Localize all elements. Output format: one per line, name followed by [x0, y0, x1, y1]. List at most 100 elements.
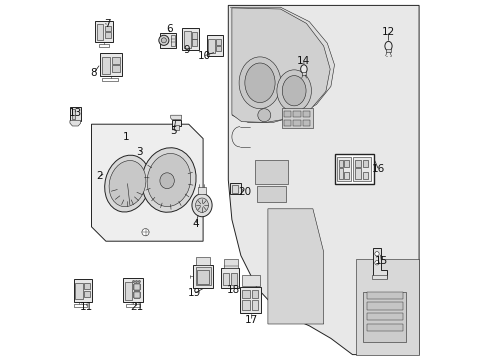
- Text: 2: 2: [96, 171, 103, 181]
- Ellipse shape: [132, 280, 134, 283]
- Text: 4: 4: [192, 219, 199, 229]
- Bar: [284, 111, 291, 117]
- Bar: [104, 26, 111, 31]
- Text: 5: 5: [170, 126, 177, 136]
- Text: 15: 15: [374, 256, 387, 266]
- Text: 17: 17: [244, 315, 258, 325]
- Polygon shape: [91, 124, 203, 241]
- Ellipse shape: [384, 41, 391, 51]
- Bar: [241, 275, 259, 286]
- Bar: [192, 39, 197, 46]
- Text: 20: 20: [238, 186, 250, 197]
- Ellipse shape: [276, 70, 311, 112]
- Ellipse shape: [282, 76, 305, 106]
- Bar: [251, 290, 258, 298]
- Text: 21: 21: [130, 302, 143, 312]
- Bar: [104, 32, 111, 38]
- Bar: [223, 273, 229, 285]
- Bar: [257, 186, 285, 202]
- Bar: [122, 278, 142, 302]
- Text: 19: 19: [187, 288, 200, 298]
- Ellipse shape: [109, 161, 145, 207]
- Bar: [344, 160, 348, 167]
- Bar: [302, 111, 309, 117]
- Bar: [216, 46, 221, 51]
- Bar: [133, 284, 140, 290]
- Ellipse shape: [138, 280, 140, 283]
- Bar: [242, 290, 249, 298]
- Polygon shape: [373, 248, 386, 278]
- Bar: [230, 273, 236, 285]
- Ellipse shape: [161, 38, 166, 43]
- Bar: [182, 28, 199, 50]
- Bar: [302, 120, 309, 126]
- Ellipse shape: [374, 261, 378, 265]
- Bar: [385, 49, 390, 52]
- Bar: [366, 324, 402, 331]
- Bar: [355, 160, 360, 167]
- Bar: [72, 109, 75, 119]
- Ellipse shape: [159, 35, 168, 45]
- Ellipse shape: [192, 194, 212, 217]
- Polygon shape: [231, 8, 329, 122]
- Bar: [196, 257, 209, 265]
- Bar: [338, 168, 343, 179]
- Ellipse shape: [160, 173, 174, 189]
- Bar: [338, 160, 343, 167]
- Bar: [75, 283, 82, 299]
- Bar: [220, 268, 238, 288]
- Bar: [366, 292, 402, 299]
- Bar: [344, 172, 348, 179]
- Bar: [133, 292, 140, 298]
- Bar: [112, 65, 120, 72]
- Bar: [362, 172, 367, 179]
- Bar: [73, 279, 92, 302]
- Bar: [293, 111, 300, 117]
- Bar: [133, 284, 140, 290]
- Ellipse shape: [142, 229, 149, 236]
- Polygon shape: [230, 7, 334, 122]
- Bar: [198, 187, 205, 194]
- Ellipse shape: [104, 155, 150, 212]
- Bar: [102, 78, 118, 81]
- Text: 8: 8: [90, 68, 97, 78]
- Bar: [363, 292, 406, 342]
- Bar: [352, 157, 370, 181]
- Bar: [362, 160, 367, 167]
- Bar: [102, 57, 110, 74]
- Bar: [206, 35, 223, 56]
- Ellipse shape: [147, 153, 190, 207]
- Polygon shape: [355, 259, 418, 355]
- Polygon shape: [267, 209, 323, 324]
- Bar: [100, 53, 122, 76]
- Ellipse shape: [257, 109, 270, 122]
- Bar: [216, 39, 221, 45]
- Bar: [293, 120, 300, 126]
- Bar: [366, 302, 402, 310]
- Bar: [84, 291, 90, 297]
- Polygon shape: [228, 5, 418, 355]
- Text: 14: 14: [297, 56, 310, 66]
- Bar: [183, 31, 190, 48]
- Bar: [170, 35, 175, 46]
- Bar: [99, 44, 109, 47]
- Text: 1: 1: [123, 132, 129, 142]
- Bar: [133, 292, 140, 298]
- Bar: [208, 39, 215, 53]
- Bar: [197, 270, 209, 284]
- Bar: [160, 33, 176, 48]
- Bar: [112, 57, 120, 64]
- Ellipse shape: [244, 63, 275, 103]
- Bar: [133, 292, 140, 298]
- Bar: [133, 284, 140, 290]
- Bar: [337, 157, 350, 181]
- Ellipse shape: [300, 65, 306, 73]
- Bar: [174, 125, 178, 130]
- Bar: [195, 267, 210, 285]
- Bar: [84, 283, 90, 289]
- Bar: [97, 24, 102, 40]
- Bar: [255, 160, 287, 184]
- Bar: [133, 284, 140, 290]
- Text: 16: 16: [371, 164, 384, 174]
- Bar: [251, 300, 258, 310]
